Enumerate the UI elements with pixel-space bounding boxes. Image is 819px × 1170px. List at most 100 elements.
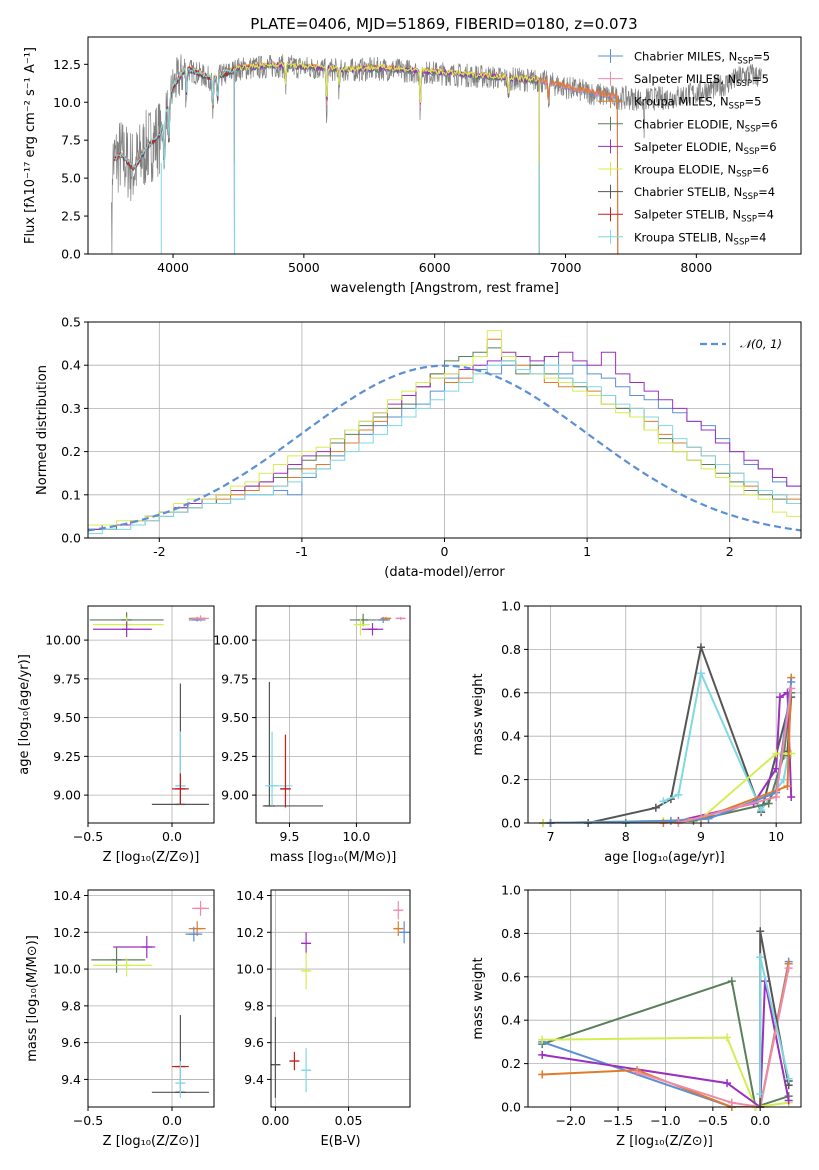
legend-entry-sub: SSP <box>734 237 750 247</box>
y-tick-label: 0.4 <box>61 358 81 373</box>
weight-series-line <box>550 692 793 823</box>
weight-point-marker <box>696 669 705 678</box>
x-tick-label: 5000 <box>288 260 320 275</box>
residual-histogram-step <box>88 347 801 538</box>
y-tick-label: 0.8 <box>501 642 521 657</box>
x-tick-label: 10.0 <box>343 829 371 844</box>
plot-frame <box>87 889 215 1108</box>
x-tick-label: 10 <box>768 829 784 844</box>
plot-frame <box>87 605 215 824</box>
weight-series-line <box>542 980 790 1107</box>
panel-spectrum: 4000 5000 6000 7000 8000 0.0 2.5 5.0 7.5 10.0 12.5… <box>23 36 802 296</box>
y-tick-label: 10.4 <box>236 888 264 903</box>
y-tick-label: 9.75 <box>53 671 81 686</box>
weight-point-marker <box>772 749 781 758</box>
x-tick-label: 8 <box>622 829 630 844</box>
y-tick-label: 9.50 <box>221 710 249 725</box>
figure-title: PLATE=0406, MJD=51869, FIBERID=0180, z=0… <box>250 15 637 33</box>
x-axis-label: (data-model)/error <box>384 565 505 580</box>
y-tick-label: 0.8 <box>501 926 521 941</box>
legend-entry: Chabrier ELODIE, NSSP=6 <box>634 117 778 134</box>
y-tick-label: 9.6 <box>61 1035 81 1050</box>
x-tick-label: −0.5 <box>73 1113 103 1128</box>
legend-entry-tail: =5 <box>753 50 770 64</box>
y-tick-label: 10.00 <box>45 633 81 648</box>
plot-frame <box>527 889 802 1108</box>
weight-point-marker <box>538 1070 547 1079</box>
x-tick-label: 6000 <box>419 260 451 275</box>
weight-point-marker <box>756 927 765 936</box>
model-spectrum-line <box>113 66 235 254</box>
weight-point-marker <box>651 803 660 812</box>
residual-histogram-step <box>88 356 801 538</box>
weight-point-marker <box>787 792 796 801</box>
x-tick-label: 7 <box>547 829 555 844</box>
y-tick-label: 9.6 <box>244 1035 264 1050</box>
legend-entry-main: Chabrier ELODIE, N <box>634 117 745 131</box>
legend-entry-main: Kroupa MILES, N <box>634 95 729 109</box>
y-tick-label: 10.0 <box>53 95 81 110</box>
weight-series-line <box>542 1036 789 1107</box>
x-tick-label: 2 <box>726 544 734 559</box>
y-tick-label: 12.5 <box>53 57 81 72</box>
y-tick-label: 10.4 <box>53 888 81 903</box>
y-axis-label: mass weight <box>471 957 486 1039</box>
legend-entry-tail: =6 <box>761 117 778 131</box>
weight-point-marker <box>787 684 796 693</box>
y-axis-label: Flux [fλ10⁻¹⁷ erg cm⁻² s⁻¹ A⁻¹] <box>23 47 38 244</box>
weight-point-marker <box>723 1079 732 1088</box>
y-tick-label: 0.5 <box>61 315 81 330</box>
legend-entry-sub: SSP <box>736 79 752 89</box>
legend-entry-tail: =4 <box>757 208 774 222</box>
legend-entry-sub: SSP <box>745 124 761 134</box>
y-tick-label: 1.0 <box>501 599 521 614</box>
y-tick-label: 2.5 <box>61 209 81 224</box>
legend-entry: Salpeter MILES, NSSP=5 <box>634 72 769 89</box>
x-tick-label: 8000 <box>680 260 712 275</box>
weight-point-marker <box>783 782 792 791</box>
plot-frame <box>270 889 411 1108</box>
y-tick-label: 0.0 <box>501 1100 521 1115</box>
weight-point-marker <box>727 1098 736 1107</box>
y-axis-label: Normed distribution <box>35 365 50 495</box>
panel-mass-vs-metallicity: −0.5 0.0 9.4 9.6 9.8 10.0 10.2 10.4 Z [log₁₀(Z/Z… <box>25 888 215 1149</box>
x-axis-label: age [log₁₀(age/yr)] <box>604 850 725 865</box>
y-tick-label: 9.00 <box>53 788 81 803</box>
legend-entry: Salpeter STELIB, NSSP=4 <box>634 208 774 225</box>
y-tick-label: 0.2 <box>501 772 521 787</box>
weight-point-marker <box>696 643 705 652</box>
weight-point-marker <box>727 977 736 986</box>
legend-entry-sub: SSP <box>744 147 760 157</box>
legend-entry: Kroupa MILES, NSSP=5 <box>634 95 761 112</box>
weight-point-marker <box>674 790 683 799</box>
panel-mass-weight-vs-metallicity: −2.0 −1.5 −1.0 −0.5 0.0 0.0 0.2 0.4 0.6 0.8 1.0 Z [… <box>471 883 802 1149</box>
x-tick-label: −1.0 <box>650 1113 680 1128</box>
legend-entry: Kroupa ELODIE, NSSP=6 <box>634 163 769 180</box>
legend-entry-tail: =5 <box>744 95 761 109</box>
weight-point-marker <box>659 797 668 806</box>
legend-entry: Chabrier STELIB, NSSP=4 <box>634 185 775 202</box>
y-tick-label: 7.5 <box>61 133 81 148</box>
x-tick-label: 0.0 <box>162 829 182 844</box>
weight-point-marker <box>723 1033 732 1042</box>
x-axis-label: wavelength [Angstrom, rest frame] <box>330 281 559 296</box>
panel-mass-weight-vs-age: 7 8 9 10 0.0 0.2 0.4 0.6 0.8 1.0 age [log₁₀(age/yr… <box>471 599 802 865</box>
y-tick-label: 0.4 <box>501 1013 521 1028</box>
x-tick-label: 1 <box>583 544 591 559</box>
y-tick-label: 9.25 <box>53 749 81 764</box>
legend-entry-main: Salpeter ELODIE, N <box>634 140 744 154</box>
model-spectrum-line <box>114 66 235 254</box>
legend-entry-tail: =5 <box>752 72 769 86</box>
y-tick-label: 0.6 <box>501 969 521 984</box>
plot-frame <box>87 321 802 539</box>
legend-entry-main: Chabrier STELIB, N <box>634 185 742 199</box>
legend-entry-sub: SSP <box>741 215 757 225</box>
weight-series-line <box>542 752 792 823</box>
legend-entry-main: Kroupa ELODIE, N <box>634 163 736 177</box>
x-tick-label: 0.0 <box>750 1113 770 1128</box>
x-axis-label: Z [log₁₀(Z/Z⊙)] <box>103 1134 200 1149</box>
y-tick-label: 0.0 <box>61 531 81 546</box>
legend-entry-tail: =6 <box>752 163 769 177</box>
x-tick-label: 9.5 <box>280 829 300 844</box>
